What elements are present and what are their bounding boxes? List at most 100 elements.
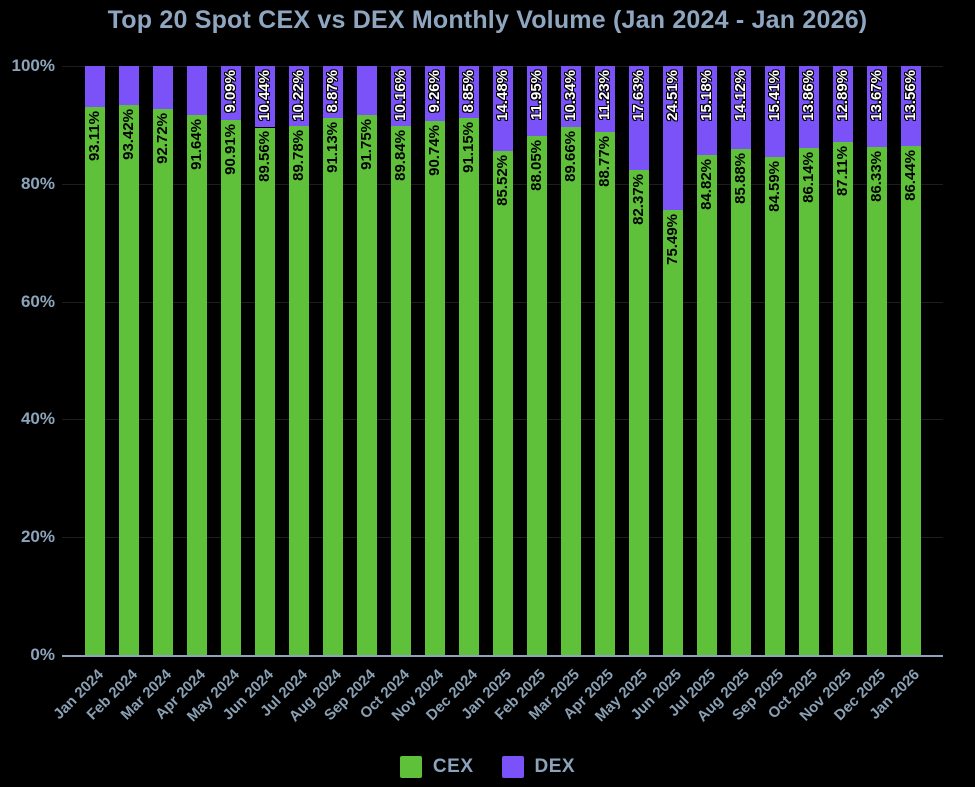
cex-segment-sep-2024 — [356, 114, 377, 655]
cex-value-label: 88.05% — [527, 140, 545, 192]
cex-segment-jan-2025 — [492, 151, 513, 655]
cex-segment-feb-2025 — [526, 136, 547, 655]
dex-segment-sep-2025 — [764, 66, 785, 157]
cex-value-label: 91.75% — [357, 118, 375, 170]
bar-jul-2025: 84.82% 15.18% — [696, 66, 717, 655]
dex-swatch-icon — [501, 756, 524, 778]
cex-segment-nov-2024 — [424, 120, 445, 655]
dex-value-label: 10.34% — [561, 70, 579, 121]
cex-segment-jun-2024 — [254, 127, 275, 655]
bar-jul-2024: 89.78% 10.22% — [288, 66, 309, 655]
bar-jan-2025: 85.52% 14.48% — [492, 66, 513, 655]
bar-oct-2025: 86.14% 13.86% — [798, 66, 819, 655]
cex-value-label: 86.44% — [901, 149, 919, 201]
legend-label-dex: DEX — [534, 756, 576, 777]
cex-value-label: 93.42% — [119, 108, 137, 160]
legend-item-dex: DEX — [501, 756, 576, 778]
cex-value-label: 91.13% — [323, 122, 341, 174]
cex-segment-jun-2025 — [662, 210, 683, 655]
dex-segment-nov-2025 — [832, 66, 853, 142]
dex-segment-jun-2024 — [254, 66, 275, 128]
bar-may-2025: 82.37% 17.63% — [628, 66, 649, 655]
dex-value-label: 8.85% — [459, 70, 477, 113]
bar-sep-2025: 84.59% 15.41% — [764, 66, 785, 655]
bar-aug-2024: 91.13% 8.87% — [322, 66, 343, 655]
dex-value-label: 8.87% — [323, 70, 341, 113]
chart-title: Top 20 Spot CEX vs DEX Monthly Volume (J… — [107, 6, 868, 34]
dex-value-label: 10.44% — [255, 70, 273, 121]
bar-oct-2024: 89.84% 10.16% — [390, 66, 411, 655]
dex-segment-oct-2024 — [390, 66, 411, 126]
dex-segment-may-2024 — [220, 66, 241, 120]
cex-segment-jan-2024 — [84, 106, 105, 655]
cex-swatch-icon — [399, 756, 422, 778]
dex-value-label: 13.86% — [799, 70, 817, 121]
cex-value-label: 82.37% — [629, 173, 647, 225]
y-tick-label: 40% — [20, 409, 55, 429]
bar-mar-2024: 92.72% — [152, 66, 173, 655]
bar-apr-2025: 88.77% 11.23% — [594, 66, 615, 655]
dex-segment-jan-2024 — [84, 66, 105, 107]
cex-value-label: 90.91% — [221, 123, 239, 175]
cex-value-label: 88.77% — [595, 136, 613, 188]
cex-segment-apr-2025 — [594, 132, 615, 655]
cex-segment-jul-2025 — [696, 155, 717, 655]
bar-feb-2025: 88.05% 11.95% — [526, 66, 547, 655]
cex-value-label: 84.82% — [697, 159, 715, 211]
cex-segment-jul-2024 — [288, 126, 309, 655]
dex-value-label: 14.12% — [731, 70, 749, 121]
bar-may-2024: 90.91% 9.09% — [220, 66, 241, 655]
dex-value-label: 11.95% — [527, 70, 545, 121]
y-tick-label: 100% — [11, 56, 55, 75]
cex-value-label: 93.11% — [85, 110, 103, 161]
dex-value-label: 10.22% — [289, 70, 307, 121]
dex-value-label: 10.16% — [391, 70, 409, 121]
dex-value-label: 11.23% — [595, 70, 613, 121]
dex-value-label: 9.09% — [221, 70, 239, 113]
cex-segment-aug-2024 — [322, 118, 343, 655]
cex-value-label: 75.49% — [663, 214, 681, 266]
bar-apr-2024: 91.64% — [186, 66, 207, 655]
cex-value-label: 84.59% — [765, 160, 783, 212]
dex-value-label: 15.18% — [697, 70, 715, 121]
bar-aug-2025: 85.88% 14.12% — [730, 66, 751, 655]
cex-value-label: 86.33% — [867, 150, 885, 202]
dex-segment-feb-2024 — [118, 66, 139, 105]
dex-value-label: 17.63% — [629, 70, 647, 121]
bar-jan-2026: 86.44% 13.56% — [900, 66, 921, 655]
cex-value-label: 90.74% — [425, 124, 443, 176]
bar-nov-2024: 90.74% 9.26% — [424, 66, 445, 655]
cex-value-label: 92.72% — [153, 112, 171, 164]
dex-segment-jul-2025 — [696, 66, 717, 156]
cex-value-label: 85.52% — [493, 155, 511, 207]
dex-segment-oct-2025 — [798, 66, 819, 148]
dex-segment-mar-2024 — [152, 66, 173, 109]
cex-segment-mar-2024 — [152, 108, 173, 655]
cex-segment-oct-2024 — [390, 125, 411, 655]
cex-value-label: 89.66% — [561, 130, 579, 182]
bar-series: 93.11% 93.42% 92.72% 91.64% 90.91% 9.09% 89.56… — [62, 66, 943, 655]
dex-segment-aug-2025 — [730, 66, 751, 150]
dex-value-label: 13.67% — [867, 70, 885, 121]
dex-segment-apr-2024 — [186, 66, 207, 116]
dex-value-label: 15.41% — [765, 70, 783, 121]
y-tick-label: 20% — [20, 527, 55, 547]
legend: CEX DEX — [0, 756, 975, 778]
cex-segment-oct-2025 — [798, 147, 819, 655]
bar-dec-2024: 91.15% 8.85% — [458, 66, 479, 655]
cex-value-label: 91.64% — [187, 119, 205, 171]
dex-segment-jul-2024 — [288, 66, 309, 127]
bar-nov-2025: 87.11% 12.89% — [832, 66, 853, 655]
cex-value-label: 91.15% — [459, 122, 477, 173]
y-tick-label: 0% — [30, 645, 55, 664]
bar-jun-2025: 75.49% 24.51% — [662, 66, 683, 655]
cex-segment-sep-2025 — [764, 156, 785, 655]
bar-mar-2025: 89.66% 10.34% — [560, 66, 581, 655]
cex-segment-may-2025 — [628, 169, 649, 655]
cex-segment-nov-2025 — [832, 141, 853, 655]
cex-segment-feb-2024 — [118, 104, 139, 655]
bar-dec-2025: 86.33% 13.67% — [866, 66, 887, 655]
cex-segment-apr-2024 — [186, 115, 207, 655]
dex-value-label: 9.26% — [425, 70, 443, 113]
cex-value-label: 89.78% — [289, 130, 307, 182]
